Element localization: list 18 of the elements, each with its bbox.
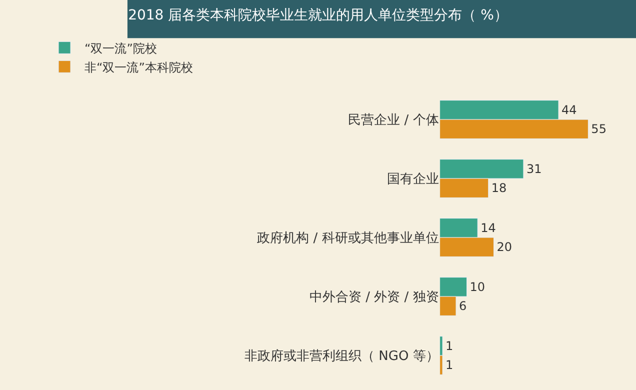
data-label: 1 xyxy=(446,358,454,372)
y-tick-label: 政府机构 / 科研或其他事业单位 xyxy=(257,230,439,246)
legend-label: 非“双一流”本科院校 xyxy=(84,60,193,74)
text: 2018 届各类本科院校毕业生就业的用人单位类型分布（ %） xyxy=(128,8,508,24)
y-tick-label: 非政府或非营利组织（ NGO 等） xyxy=(244,348,439,364)
data-label: 31 xyxy=(526,162,542,176)
y-tick-label: 中外合资 / 外资 / 独资 xyxy=(310,290,439,306)
data-label: 44 xyxy=(562,102,577,117)
data-label: 14 xyxy=(480,220,496,235)
y-tick-label: 国有企业 xyxy=(386,172,439,188)
data-label: 10 xyxy=(470,280,486,294)
data-label: 55 xyxy=(591,122,606,136)
data-label: 20 xyxy=(496,240,512,254)
data-label: 1 xyxy=(446,338,454,353)
legend-label: “双一流”院校 xyxy=(84,41,157,56)
y-tick-label: 民营企业 / 个体 xyxy=(348,113,439,128)
data-label: 6 xyxy=(459,299,467,314)
data-label: 18 xyxy=(491,181,507,196)
